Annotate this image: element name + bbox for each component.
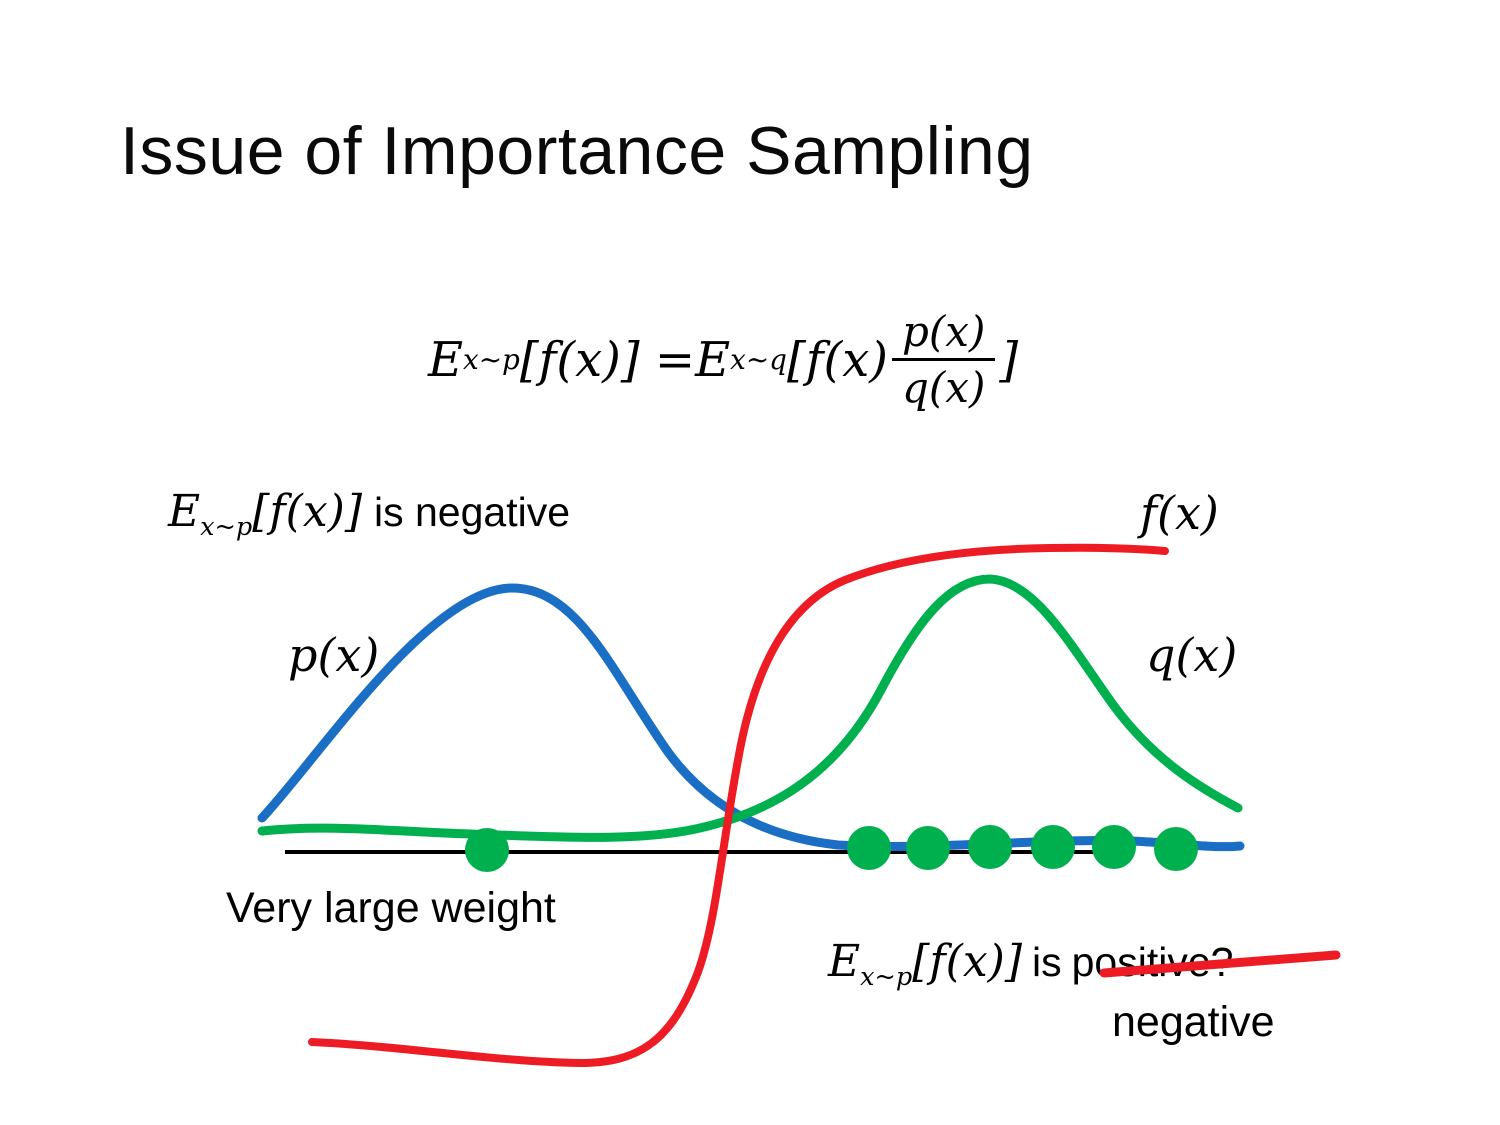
strikethrough-canvas	[1099, 950, 1341, 978]
bottom-E: E	[828, 936, 861, 987]
formula-sub2: x~q	[730, 343, 787, 377]
qx-label: q(x)	[1146, 628, 1238, 682]
formula-fraction: p(x) q(x)	[891, 308, 996, 413]
left-E: E	[168, 486, 201, 537]
left-text: is negative	[374, 489, 571, 535]
bottom-sub: x~p	[860, 961, 913, 992]
sample-dot-5	[1092, 825, 1136, 869]
bottom-bracket: [f(x)]	[912, 936, 1022, 987]
formula-mid1: [f(x)] =	[519, 331, 696, 388]
very-large-weight-label: Very large weight	[226, 884, 556, 932]
sample-dot-left	[465, 828, 509, 872]
negative-correction-label: negative	[1112, 998, 1275, 1046]
sample-dot-6	[1154, 827, 1198, 871]
slide-title: Issue of Importance Sampling	[120, 113, 1034, 189]
formula-close-bracket: ]	[999, 331, 1019, 388]
sample-dot-3	[968, 825, 1012, 869]
px-label: p(x)	[288, 628, 380, 682]
formula-sub1: x~p	[463, 343, 520, 377]
fraction-denominator: q(x)	[901, 363, 986, 413]
sample-dot-4	[1031, 825, 1075, 869]
expectation-negative-annotation: Ex~p[f(x)] is negative	[168, 486, 570, 542]
formula-E2: E	[695, 331, 731, 388]
formula-E1: E	[428, 331, 464, 388]
bottom-is: is	[1032, 939, 1062, 985]
fraction-numerator: p(x)	[891, 308, 996, 362]
left-sub: x~p	[200, 511, 253, 542]
fx-label: f(x)	[1140, 486, 1219, 540]
sample-dot-1	[847, 826, 891, 870]
left-bracket: [f(x)]	[252, 486, 362, 537]
sample-dot-2	[906, 826, 950, 870]
f-curve	[308, 543, 1169, 1068]
strikethrough-line	[1099, 950, 1341, 978]
formula-mid2: [f(x)	[786, 331, 888, 388]
q-curve	[257, 574, 1243, 842]
